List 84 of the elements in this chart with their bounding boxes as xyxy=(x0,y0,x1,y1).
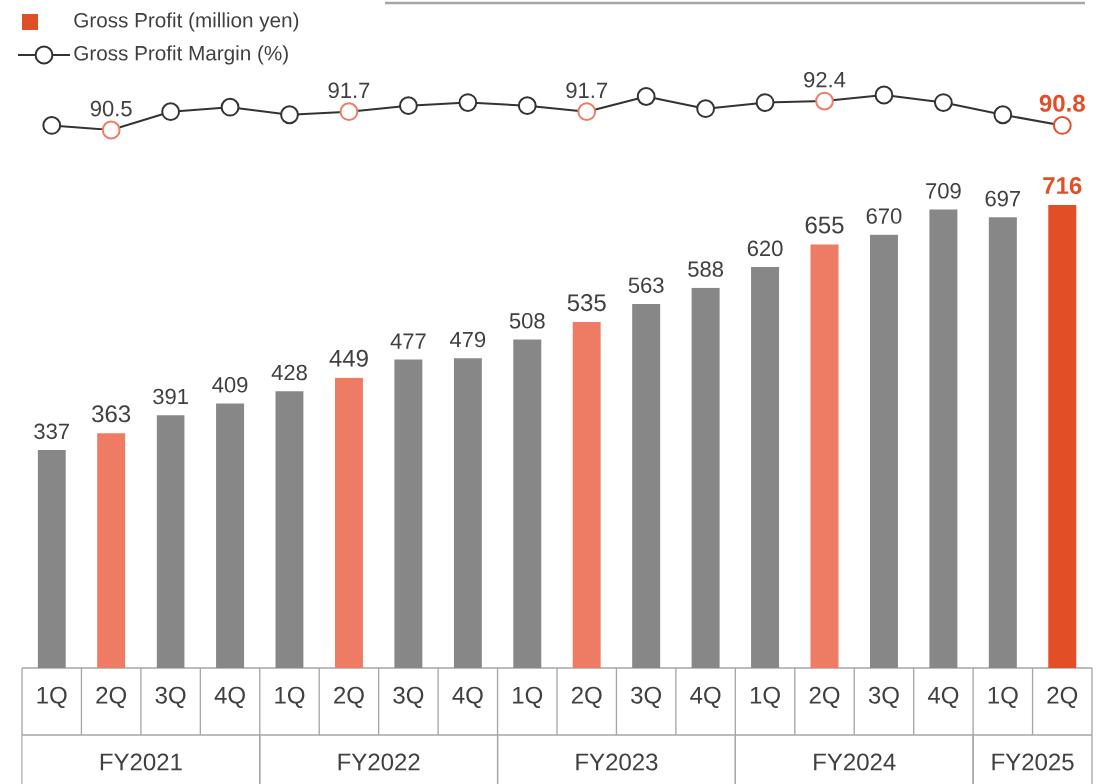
point xyxy=(993,105,1013,125)
bar xyxy=(988,217,1017,668)
data-label: 620 xyxy=(747,240,783,257)
x-tick-label: 4Q xyxy=(452,686,483,708)
text: FY2025 xyxy=(992,753,1074,771)
point xyxy=(458,93,478,112)
x-tick-label: 2Q xyxy=(96,686,127,708)
x-tick-label: 1Q xyxy=(513,686,543,708)
point xyxy=(220,97,240,117)
data-label: 479 xyxy=(449,331,486,348)
x-tick-label: 3Q xyxy=(631,686,662,708)
text: FY2021 xyxy=(100,753,182,771)
data-label: 508 xyxy=(509,313,545,329)
point xyxy=(815,91,834,111)
text: FY2024 xyxy=(814,753,896,771)
bar xyxy=(632,303,661,668)
data-label: 90.5 xyxy=(90,100,132,117)
x-tick-label: 1Q xyxy=(750,686,780,708)
point xyxy=(517,96,537,116)
x-tick-label: 4Q xyxy=(690,686,721,708)
bar xyxy=(751,267,780,668)
bar xyxy=(156,415,185,668)
bar xyxy=(275,391,304,668)
x-tick-label: 4Q xyxy=(214,686,245,708)
data-label: 91.7 xyxy=(566,82,608,99)
x-tick-label: 2Q xyxy=(571,686,602,708)
point xyxy=(42,116,62,135)
x-tick-label: 2Q xyxy=(334,686,364,708)
bar xyxy=(97,433,126,668)
x-tick-label: 1Q xyxy=(37,686,67,708)
text: FY2023 xyxy=(576,753,658,771)
data-label: 91.7 xyxy=(328,82,370,99)
bar xyxy=(810,244,839,668)
data-label: 709 xyxy=(926,183,961,199)
x-tick-label: 1Q xyxy=(988,686,1018,708)
bar xyxy=(869,234,898,668)
data-label: 697 xyxy=(985,190,1021,207)
x-tick-label: 3Q xyxy=(868,686,899,708)
point xyxy=(577,102,597,122)
data-label: 588 xyxy=(688,261,723,277)
data-label: 563 xyxy=(628,277,664,294)
data-label: 391 xyxy=(153,388,188,405)
bar xyxy=(216,403,245,668)
data-label: 449 xyxy=(329,349,368,367)
x-tick-label: 3Q xyxy=(393,686,424,708)
x-tick-label: 4Q xyxy=(927,686,959,708)
data-label: 90.8 xyxy=(1039,94,1085,112)
x-tick-label: 1Q xyxy=(275,686,305,708)
point xyxy=(755,93,775,112)
point xyxy=(399,96,418,116)
bar xyxy=(453,358,482,668)
bar xyxy=(691,287,720,668)
point xyxy=(101,120,121,140)
data-label: 716 xyxy=(1043,177,1082,195)
data-label: 409 xyxy=(212,377,248,393)
text: FY2022 xyxy=(338,753,420,771)
data-label: 363 xyxy=(92,405,131,423)
bar xyxy=(394,359,423,668)
x-tick-label: 2Q xyxy=(809,686,840,708)
data-label: 655 xyxy=(805,216,844,234)
bar xyxy=(572,322,601,668)
point xyxy=(280,105,299,125)
data-label: 477 xyxy=(390,333,426,349)
point xyxy=(696,99,716,119)
data-label: 92.4 xyxy=(804,71,846,88)
data-label: 337 xyxy=(34,423,69,440)
point xyxy=(933,93,953,112)
x-tick-label: 3Q xyxy=(155,686,186,708)
data-label: 670 xyxy=(866,208,902,224)
legend-label: Gross Profit (million yen) xyxy=(74,12,299,32)
data-label: 428 xyxy=(271,364,307,381)
point xyxy=(874,85,894,105)
legend-label: Gross Profit Margin (%) xyxy=(74,45,288,65)
point xyxy=(636,87,656,106)
bar xyxy=(334,377,363,668)
bar xyxy=(929,209,958,668)
x-tick-label: 2Q xyxy=(1047,686,1078,708)
point xyxy=(339,102,359,122)
data-label: 535 xyxy=(567,294,606,312)
point xyxy=(1052,116,1072,135)
bar xyxy=(1048,205,1077,668)
point xyxy=(161,102,181,122)
bar xyxy=(37,450,66,668)
bar xyxy=(513,339,542,668)
